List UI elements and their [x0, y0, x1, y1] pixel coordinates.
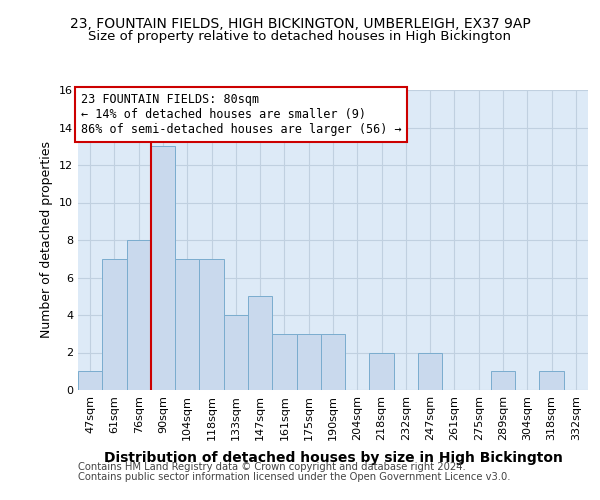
Bar [78, 371, 102, 390]
Bar [539, 371, 564, 390]
Text: Size of property relative to detached houses in High Bickington: Size of property relative to detached ho… [89, 30, 511, 43]
Y-axis label: Number of detached properties: Number of detached properties [40, 142, 53, 338]
Bar [127, 240, 151, 390]
Bar [370, 352, 394, 390]
Text: Contains public sector information licensed under the Open Government Licence v3: Contains public sector information licen… [78, 472, 511, 482]
Bar [418, 352, 442, 390]
Bar [248, 296, 272, 390]
Bar [272, 334, 296, 390]
Text: 23, FOUNTAIN FIELDS, HIGH BICKINGTON, UMBERLEIGH, EX37 9AP: 23, FOUNTAIN FIELDS, HIGH BICKINGTON, UM… [70, 18, 530, 32]
X-axis label: Distribution of detached houses by size in High Bickington: Distribution of detached houses by size … [104, 451, 562, 465]
Bar [151, 146, 175, 390]
Bar [102, 259, 127, 390]
Text: 23 FOUNTAIN FIELDS: 80sqm
← 14% of detached houses are smaller (9)
86% of semi-d: 23 FOUNTAIN FIELDS: 80sqm ← 14% of detac… [80, 93, 401, 136]
Bar [321, 334, 345, 390]
Bar [491, 371, 515, 390]
Bar [224, 315, 248, 390]
Bar [199, 259, 224, 390]
Text: Contains HM Land Registry data © Crown copyright and database right 2024.: Contains HM Land Registry data © Crown c… [78, 462, 466, 472]
Bar [175, 259, 199, 390]
Bar [296, 334, 321, 390]
